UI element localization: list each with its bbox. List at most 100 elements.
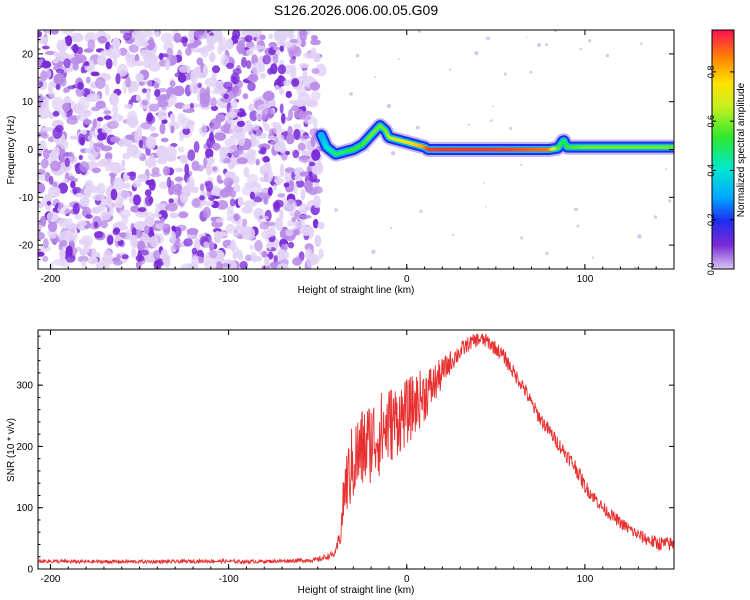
noise-blob (279, 163, 285, 178)
colorbar-tick-label: 0.6 (706, 115, 716, 128)
noise-blob (145, 89, 151, 102)
noise-speck (449, 68, 452, 71)
noise-blob (168, 121, 181, 130)
noise-blob (173, 241, 181, 250)
noise-blob (41, 127, 55, 132)
noise-blob (91, 167, 101, 174)
noise-blob (233, 213, 240, 222)
noise-blob (185, 47, 192, 56)
noise-speck (349, 92, 353, 96)
noise-blob (85, 214, 93, 220)
noise-speck (390, 226, 393, 229)
noise-blob (63, 178, 68, 183)
y-tick-label: 0 (27, 145, 33, 156)
noise-blob (97, 143, 105, 149)
noise-blob (223, 158, 231, 164)
noise-speck (397, 58, 400, 61)
noise-blob (105, 58, 113, 70)
noise-blob (285, 150, 290, 156)
noise-blob (289, 64, 297, 79)
noise-blob (65, 35, 73, 47)
noise-speck (419, 209, 423, 213)
noise-blob (46, 211, 59, 223)
noise-blob (191, 255, 201, 265)
noise-blob (241, 226, 256, 240)
noise-blob (285, 133, 295, 145)
noise-blob (224, 148, 235, 154)
noise-blob (148, 60, 161, 72)
noise-blob (43, 149, 50, 160)
noise-blob (38, 105, 51, 120)
noise-blob (77, 81, 84, 90)
x-tick-label: 100 (577, 574, 594, 585)
noise-speck (467, 123, 470, 126)
noise-blob (140, 42, 149, 47)
noise-blob (132, 179, 142, 188)
noise-blob (134, 53, 140, 63)
noise-blob (270, 63, 278, 75)
noise-blob (277, 263, 289, 269)
noise-blob (313, 195, 321, 209)
noise-blob (182, 37, 188, 47)
noise-blob (160, 137, 169, 143)
noise-blob (87, 135, 92, 141)
noise-blob (231, 75, 238, 85)
noise-blob (232, 68, 242, 75)
noise-blob (219, 146, 227, 159)
noise-blob (308, 161, 316, 167)
noise-blob (48, 175, 54, 185)
noise-blob (52, 59, 59, 64)
noise-blob (169, 113, 176, 123)
noise-blob (42, 255, 49, 262)
noise-blob (260, 146, 267, 155)
noise-speck (490, 119, 493, 122)
noise-blob (310, 35, 318, 41)
noise-blob (275, 217, 283, 231)
noise-blob (244, 254, 253, 262)
noise-speck (415, 125, 420, 130)
noise-blob (169, 212, 179, 219)
noise-blob (117, 190, 130, 201)
noise-speck (525, 36, 528, 39)
noise-blob (80, 66, 85, 74)
noise-blob (242, 218, 248, 227)
noise-blob (225, 111, 239, 118)
noise-blob (172, 85, 185, 97)
noise-blob (107, 47, 121, 59)
noise-blob (236, 120, 245, 127)
noise-blob (149, 235, 159, 248)
noise-blob (284, 167, 295, 173)
noise-blob (311, 149, 321, 161)
colorbar-tick-label: 0.8 (706, 66, 716, 79)
snr-y-ticks: 0 100 200 300 (16, 335, 674, 576)
noise-blob (203, 241, 210, 248)
noise-blob (241, 56, 247, 68)
noise-blob (95, 100, 106, 109)
noise-blob (159, 59, 168, 67)
noise-blob (144, 225, 150, 234)
noise-blob (299, 214, 312, 219)
noise-blob (105, 41, 111, 52)
noise-blob (157, 99, 169, 108)
noise-blob (155, 202, 168, 208)
noise-blob (243, 200, 257, 208)
noise-blob (83, 109, 92, 116)
noise-blob (131, 247, 137, 258)
noise-blob (47, 220, 58, 233)
noise-blob (141, 88, 148, 94)
noise-blob (59, 248, 66, 261)
noise-blob (299, 171, 309, 177)
noise-blob (111, 37, 121, 49)
noise-blob (223, 177, 234, 187)
noise-blob (64, 157, 70, 168)
noise-speck (545, 43, 549, 47)
noise-blob (179, 191, 189, 204)
noise-blob (232, 232, 239, 237)
noise-blob (169, 93, 177, 105)
noise-blob (166, 176, 172, 188)
noise-blob (126, 117, 132, 126)
noise-blob (47, 81, 54, 95)
noise-blob (282, 41, 294, 49)
noise-blob (310, 47, 317, 59)
noise-blob (230, 239, 236, 252)
